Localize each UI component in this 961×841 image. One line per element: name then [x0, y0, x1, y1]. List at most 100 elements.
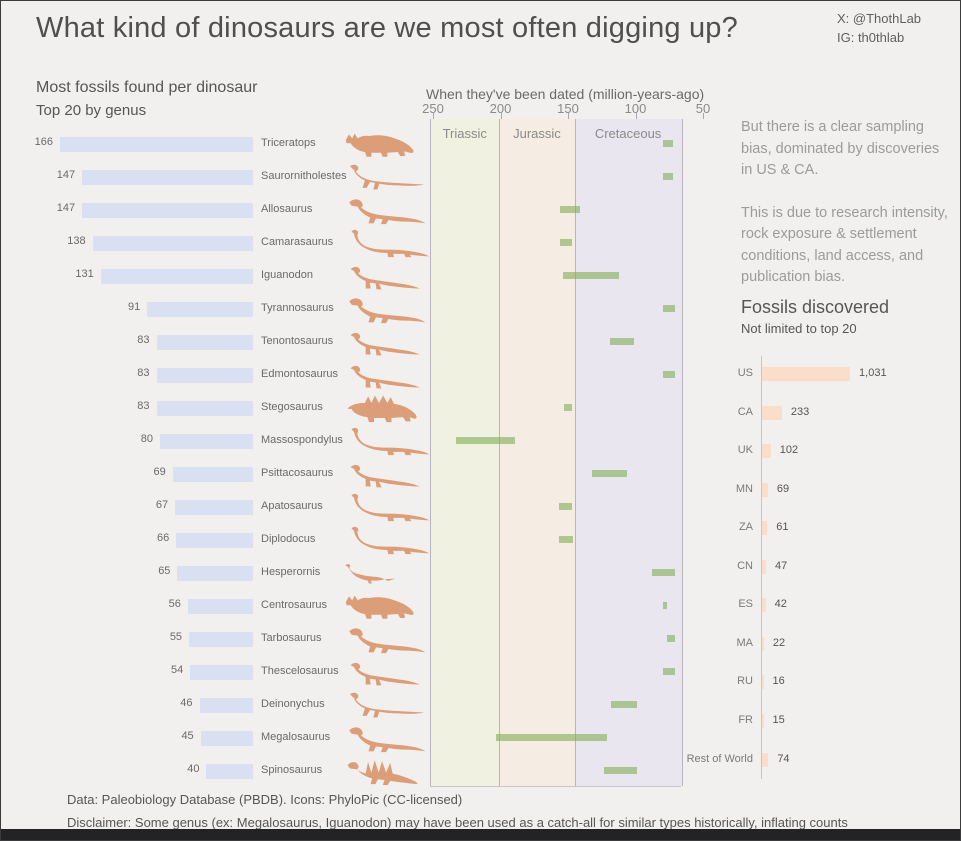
- dino-icon-camarasaurus: [351, 229, 429, 258]
- date-range-bar: [662, 173, 674, 180]
- genus-label: Iguanodon: [261, 269, 313, 281]
- country-bar: [762, 598, 766, 613]
- dino-icon-massospondylus: [351, 427, 429, 456]
- country-label: CN: [737, 559, 753, 572]
- country-label: Rest of World: [686, 752, 753, 765]
- country-label: CA: [737, 405, 753, 418]
- country-value: 15: [772, 713, 785, 726]
- dino-icon-tarbosaurus: [349, 628, 426, 654]
- genus-bar: [189, 632, 253, 647]
- genus-count: 83: [137, 400, 150, 412]
- dino-icon-psittacosaurus: [350, 464, 420, 488]
- genus-bar: [100, 269, 253, 284]
- genus-bar: [156, 401, 253, 416]
- genus-label: Megalosaurus: [261, 731, 331, 743]
- timeline-baseline: [430, 786, 682, 787]
- genus-count: 91: [127, 301, 141, 313]
- country-label: MA: [736, 636, 754, 649]
- genus-label: Massospondylus: [261, 434, 343, 446]
- country-bar: [762, 482, 768, 497]
- genus-label: Psittacosaurus: [261, 467, 334, 479]
- genus-label: Camarasaurus: [261, 236, 334, 248]
- country-label: MN: [735, 482, 753, 495]
- country-bar: [762, 636, 764, 651]
- axis-tick-mark: [433, 113, 434, 119]
- date-range-bar: [559, 206, 581, 213]
- country-bar: [762, 559, 766, 574]
- cause-line: publication bias.: [741, 269, 845, 285]
- genus-bar: [156, 335, 253, 350]
- date-range-bar: [455, 437, 516, 444]
- dino-icon-tenontosaurus: [350, 332, 420, 356]
- dino-icon-hesperornis: [345, 563, 396, 584]
- country-value: 42: [774, 598, 787, 611]
- genus-count: 83: [137, 367, 150, 379]
- genus-bar: [156, 368, 253, 383]
- genus-count: 66: [157, 532, 170, 544]
- theropod-silhouette: [349, 298, 426, 324]
- social-links: X: @ThothLab IG: th0thlab: [837, 9, 921, 47]
- footer-disclaimer: Disclaimer: Some genus (ex: Megalosaurus…: [67, 815, 848, 830]
- country-value: 61: [776, 521, 789, 534]
- social-ig-handle: IG: th0thlab: [837, 30, 905, 45]
- genus-bar: [92, 236, 253, 251]
- cause-line: This is due to research intensity,: [741, 204, 948, 221]
- period-label-cretaceous: Cretaceous: [594, 126, 662, 141]
- country-value: 102: [779, 444, 799, 457]
- bias-line: in US & CA.: [741, 162, 819, 178]
- genus-label: Deinonychus: [261, 698, 325, 710]
- theropod-silhouette: [349, 727, 426, 753]
- country-value: 47: [775, 559, 788, 572]
- genus-label: Saurornitholestes: [261, 170, 347, 182]
- dino-icon-tyrannosaurus: [349, 298, 426, 324]
- date-range-bar: [562, 272, 620, 279]
- left-chart-title: Most fossils found per dinosaur: [36, 79, 258, 96]
- axis-tick-label: 150: [557, 101, 579, 116]
- sauropod-silhouette: [351, 526, 429, 555]
- date-range-bar: [651, 569, 675, 576]
- genus-bar: [159, 434, 253, 449]
- axis-tick-mark: [568, 113, 569, 119]
- period-label-triassic: Triassic: [442, 126, 487, 141]
- dino-icon-saurornitholestes: [350, 164, 425, 190]
- sauropod-silhouette: [351, 493, 429, 522]
- ornithopod-silhouette: [350, 332, 420, 356]
- date-range-bar: [662, 140, 674, 147]
- country-label: FR: [738, 713, 753, 726]
- country-value: 1,031: [859, 367, 887, 379]
- country-label: UK: [737, 444, 753, 457]
- genus-label: Diplodocus: [261, 533, 316, 545]
- bias-line: bias, dominated by discoveries: [741, 140, 940, 157]
- dino-icon-deinonychus: [350, 692, 425, 718]
- dino-icon-stegosaurus: [347, 395, 417, 423]
- country-value: 16: [772, 675, 785, 688]
- country-bar: [762, 713, 764, 728]
- genus-count: 83: [137, 334, 150, 346]
- genus-bar: [199, 698, 253, 713]
- genus-bar: [147, 302, 253, 317]
- dino-icon-triceratops: [345, 133, 414, 157]
- axis-tick-label: 200: [489, 101, 512, 116]
- footer-credits: Data: Paleobiology Database (PBDB). Icon…: [67, 792, 463, 807]
- right-chart-title: Fossils discovered: [741, 297, 890, 317]
- genus-count: 166: [34, 136, 53, 148]
- page-title: What kind of dinosaurs are we most often…: [36, 12, 738, 44]
- period-band-triassic: [430, 119, 501, 786]
- genus-count: 55: [169, 631, 183, 643]
- ornithopod-silhouette: [350, 266, 420, 290]
- genus-count: 54: [170, 664, 184, 676]
- dino-icon-iguanodon: [350, 266, 420, 290]
- genus-bar: [175, 500, 253, 515]
- date-range-bar: [662, 371, 675, 378]
- genus-count: 147: [56, 169, 76, 181]
- genus-label: Hesperornis: [261, 566, 321, 578]
- bias-paragraph: But there is a clear sampling bias, domi…: [741, 117, 948, 289]
- genus-label: Stegosaurus: [261, 401, 323, 413]
- axis-tick-mark: [635, 113, 637, 119]
- period-label-jurassic: Jurassic: [513, 126, 561, 141]
- timeline-title: When they've been dated (million-years-a…: [426, 86, 705, 102]
- country-bar: [762, 521, 768, 536]
- date-range-bar: [662, 602, 667, 609]
